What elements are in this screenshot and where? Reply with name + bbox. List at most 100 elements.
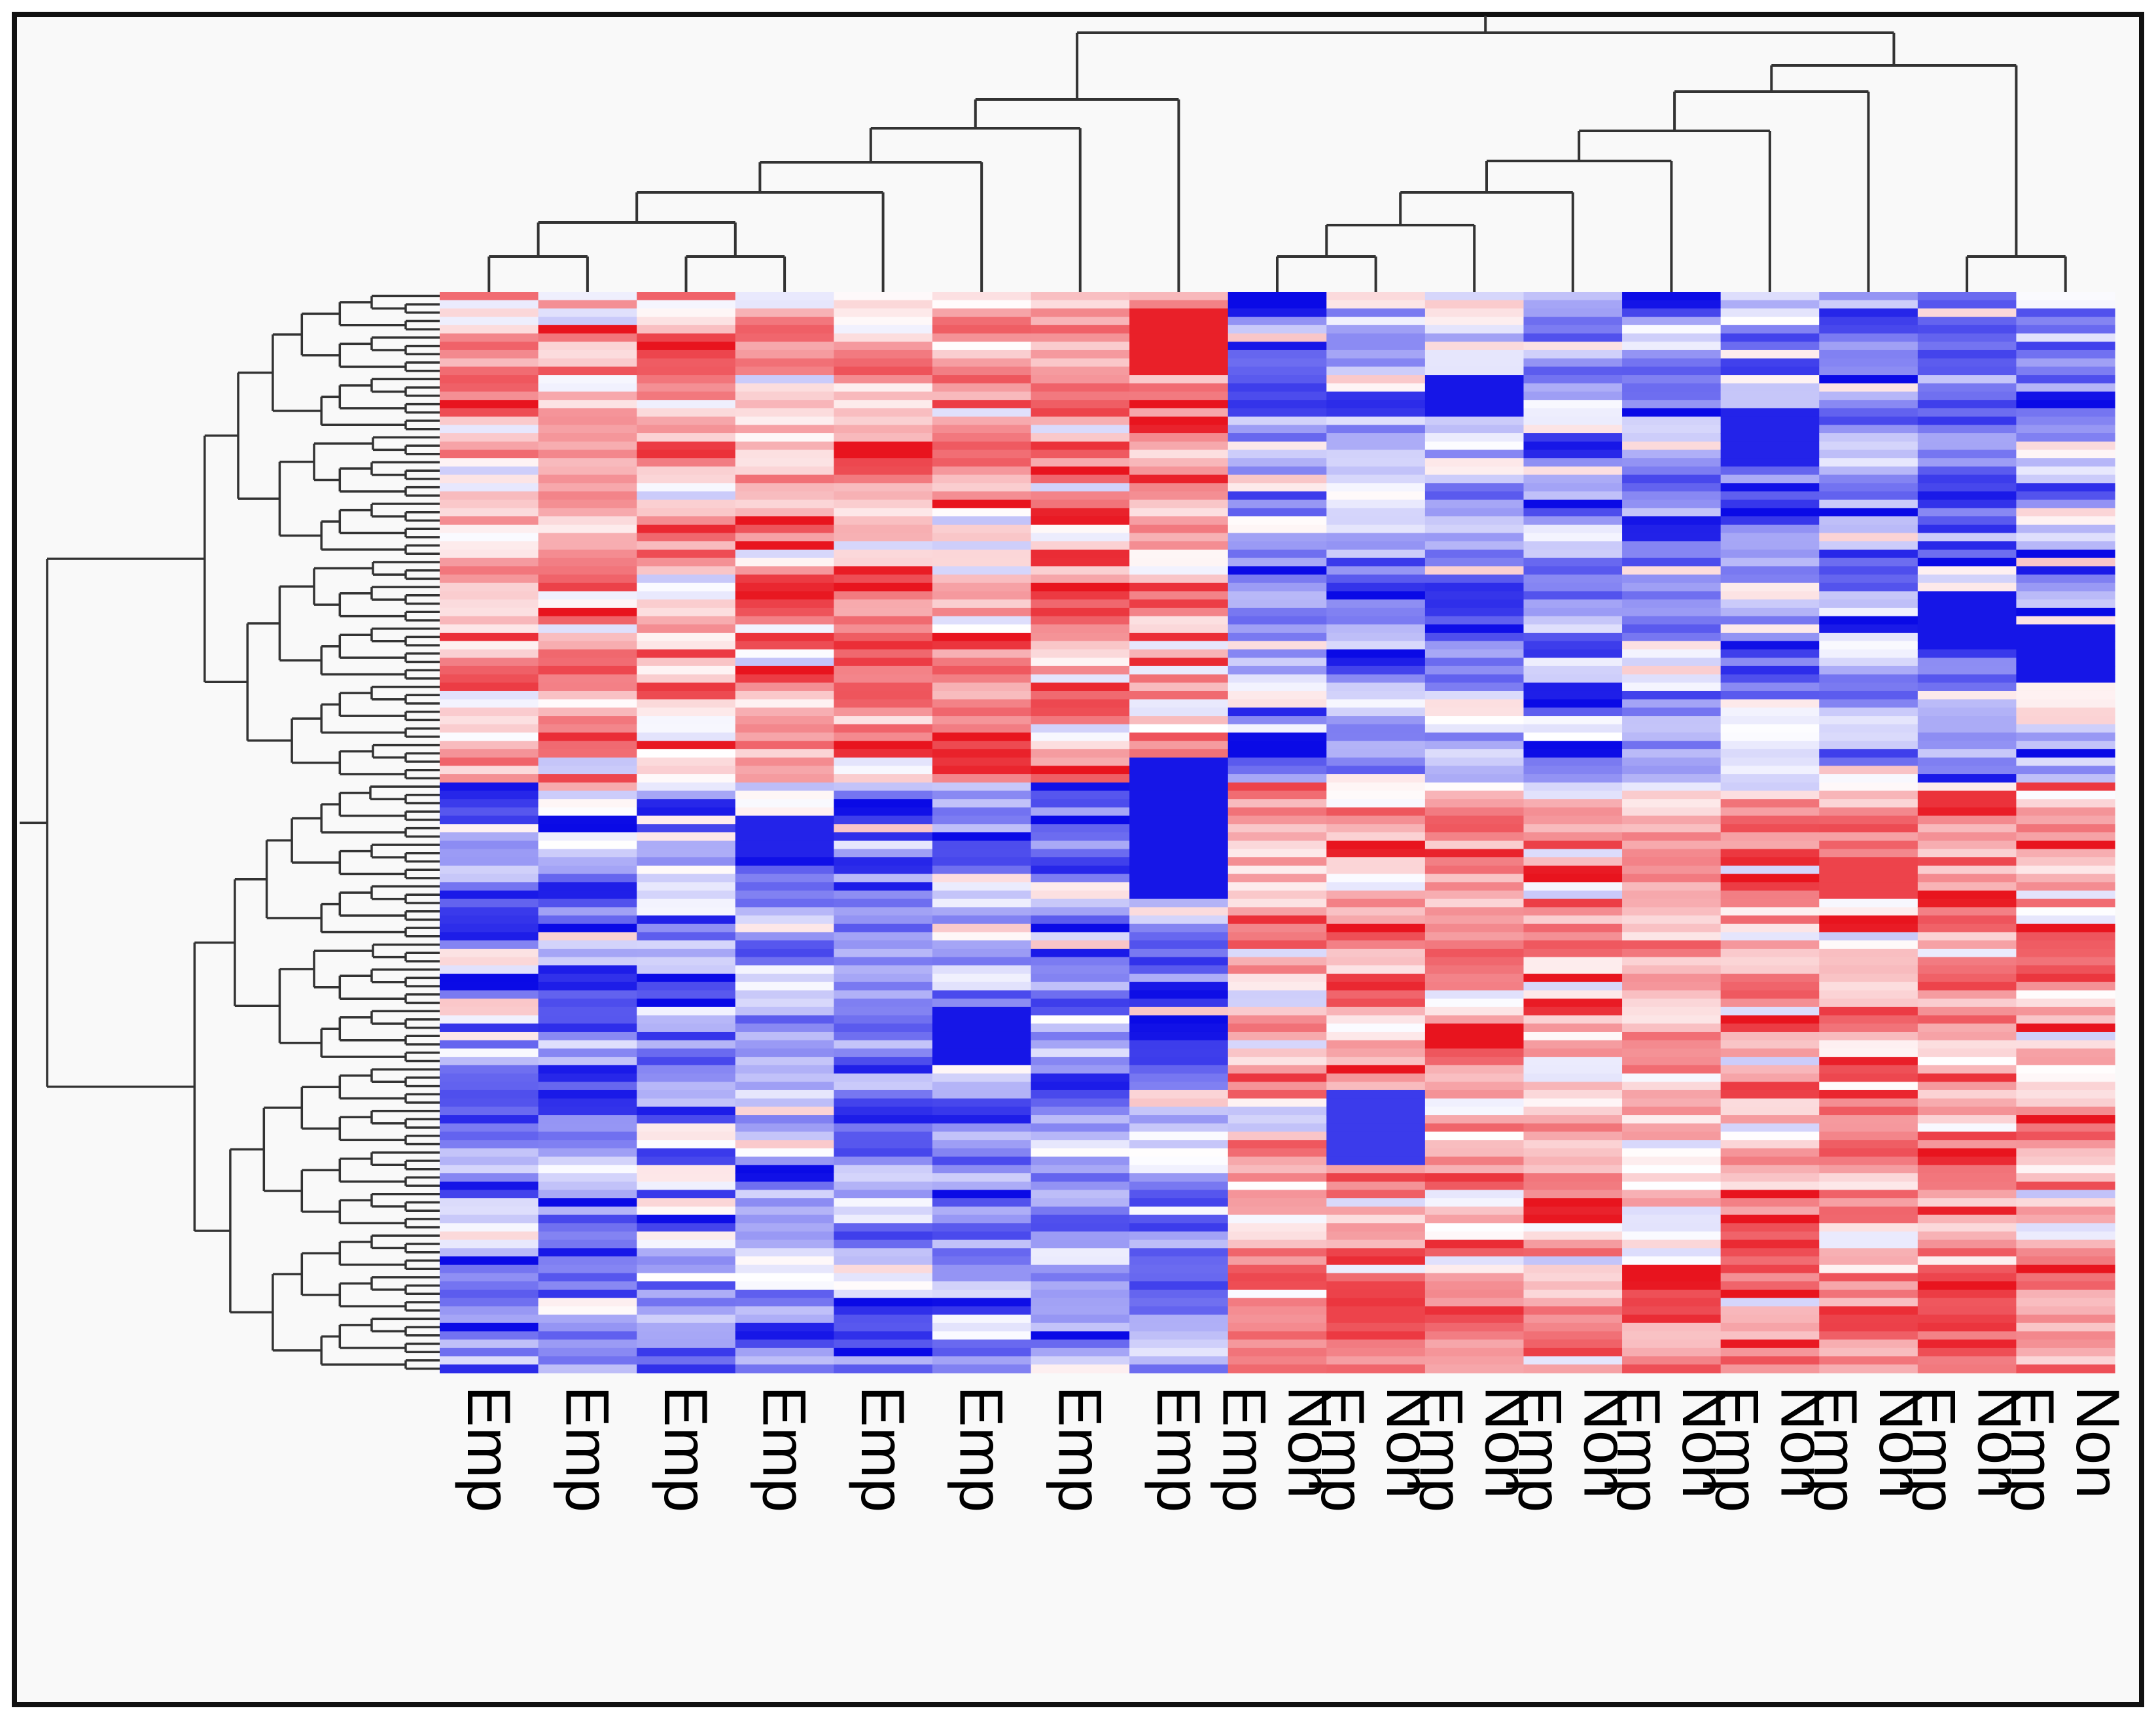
- heatmap-cell: [932, 982, 1032, 991]
- heatmap-cell: [1917, 674, 2017, 683]
- heatmap-cell: [1819, 358, 1918, 367]
- heatmap-cell: [932, 508, 1032, 517]
- heatmap-cell: [2016, 1057, 2115, 1066]
- heatmap-cell: [538, 1331, 637, 1340]
- heatmap-cell: [1622, 441, 1722, 451]
- heatmap-cell: [637, 1264, 736, 1274]
- heatmap-cell: [1326, 541, 1426, 550]
- heatmap-cell: [834, 499, 933, 508]
- heatmap-cell: [1031, 1006, 1130, 1016]
- heatmap-cell: [735, 1364, 834, 1373]
- heatmap-cell: [1031, 1298, 1130, 1307]
- heatmap-cell: [637, 1298, 736, 1307]
- heatmap-cell: [1228, 1331, 1327, 1340]
- heatmap-cell: [1326, 1073, 1426, 1082]
- heatmap-cell: [932, 990, 1032, 999]
- heatmap-cell: [1819, 349, 1918, 359]
- heatmap-cell: [1622, 1214, 1722, 1224]
- heatmap-cell: [1031, 591, 1130, 600]
- heatmap-cell: [1424, 533, 1525, 542]
- heatmap-cell: [1720, 292, 1820, 301]
- heatmap-cell: [1424, 1098, 1525, 1107]
- heatmap-cell: [1031, 874, 1130, 883]
- heatmap-cell: [932, 1239, 1032, 1249]
- heatmap-cell: [735, 599, 834, 609]
- heatmap-cell: [735, 317, 834, 326]
- heatmap-cell: [1326, 317, 1426, 326]
- heatmap-cell: [637, 749, 736, 758]
- heatmap-cell: [932, 533, 1032, 542]
- heatmap-cell: [2016, 308, 2115, 317]
- heatmap-cell: [1917, 1223, 2017, 1232]
- heatmap-cell: [440, 923, 539, 933]
- heatmap-cell: [440, 425, 539, 434]
- heatmap-cell: [2016, 541, 2115, 550]
- heatmap-cell: [1523, 665, 1623, 675]
- heatmap-cell: [1523, 375, 1623, 384]
- heatmap-cell: [1326, 633, 1426, 642]
- heatmap-cell: [2016, 1231, 2115, 1241]
- heatmap-cell: [834, 1331, 933, 1340]
- heatmap-cell: [1228, 549, 1327, 559]
- heatmap-cell: [1228, 757, 1327, 766]
- heatmap-cell: [440, 1206, 539, 1216]
- heatmap-cell: [1523, 674, 1623, 683]
- heatmap-cell: [440, 890, 539, 900]
- heatmap-cell: [538, 1173, 637, 1182]
- heatmap-cell: [1424, 1065, 1525, 1074]
- heatmap-cell: [1228, 1140, 1327, 1149]
- heatmap-cell: [538, 1148, 637, 1158]
- heatmap-cell: [1720, 416, 1820, 425]
- heatmap-cell: [1720, 349, 1820, 359]
- heatmap-cell: [2016, 599, 2115, 609]
- heatmap-cell: [1622, 582, 1722, 592]
- heatmap-cell: [538, 974, 637, 983]
- heatmap-cell: [538, 1023, 637, 1033]
- heatmap-cell: [538, 333, 637, 342]
- heatmap-cell: [1917, 898, 2017, 908]
- heatmap-cell: [2016, 957, 2115, 966]
- heatmap-cell: [1424, 591, 1525, 600]
- heatmap-cell: [1523, 898, 1623, 908]
- heatmap-cell: [1917, 607, 2017, 617]
- heatmap-cell: [1622, 932, 1722, 941]
- heatmap-cell: [1819, 1181, 1918, 1191]
- heatmap-cell: [538, 342, 637, 351]
- heatmap-cell: [1917, 757, 2017, 766]
- heatmap-cell: [1917, 1339, 2017, 1349]
- heatmap-cell: [1917, 658, 2017, 667]
- heatmap-cell: [1326, 375, 1426, 384]
- heatmap-cell: [1917, 1231, 2017, 1241]
- heatmap-cell: [1424, 1023, 1525, 1033]
- heatmap-cell: [735, 308, 834, 317]
- heatmap-cell: [1129, 824, 1229, 833]
- heatmap-cell: [1424, 1156, 1525, 1165]
- heatmap-cell: [735, 724, 834, 734]
- heatmap-cell: [1819, 1198, 1918, 1207]
- heatmap-cell: [538, 682, 637, 692]
- heatmap-cell: [1720, 549, 1820, 559]
- heatmap-cell: [1819, 416, 1918, 425]
- heatmap-cell: [2016, 874, 2115, 883]
- heatmap-cell: [538, 766, 637, 775]
- heatmap-cell: [2016, 1223, 2115, 1232]
- heatmap-cell: [637, 325, 736, 334]
- heatmap-cell: [735, 1190, 834, 1199]
- heatmap-cell: [1720, 815, 1820, 824]
- heatmap-cell: [1622, 1231, 1722, 1241]
- heatmap-cell: [1326, 1231, 1426, 1241]
- heatmap-cell: [1523, 707, 1623, 717]
- heatmap-cell: [1720, 1090, 1820, 1099]
- heatmap-cell: [1720, 774, 1820, 783]
- heatmap-cell: [1917, 890, 2017, 900]
- heatmap-cell: [1424, 682, 1525, 692]
- heatmap-cell: [1523, 358, 1623, 367]
- heatmap-cell: [1819, 466, 1918, 476]
- heatmap-cell: [1326, 591, 1426, 600]
- heatmap-cell: [538, 425, 637, 434]
- heatmap-cell: [1819, 375, 1918, 384]
- heatmap-cell: [834, 807, 933, 817]
- heatmap-cell: [538, 874, 637, 883]
- heatmap-cell: [538, 433, 637, 442]
- heatmap-cell: [1819, 1023, 1918, 1033]
